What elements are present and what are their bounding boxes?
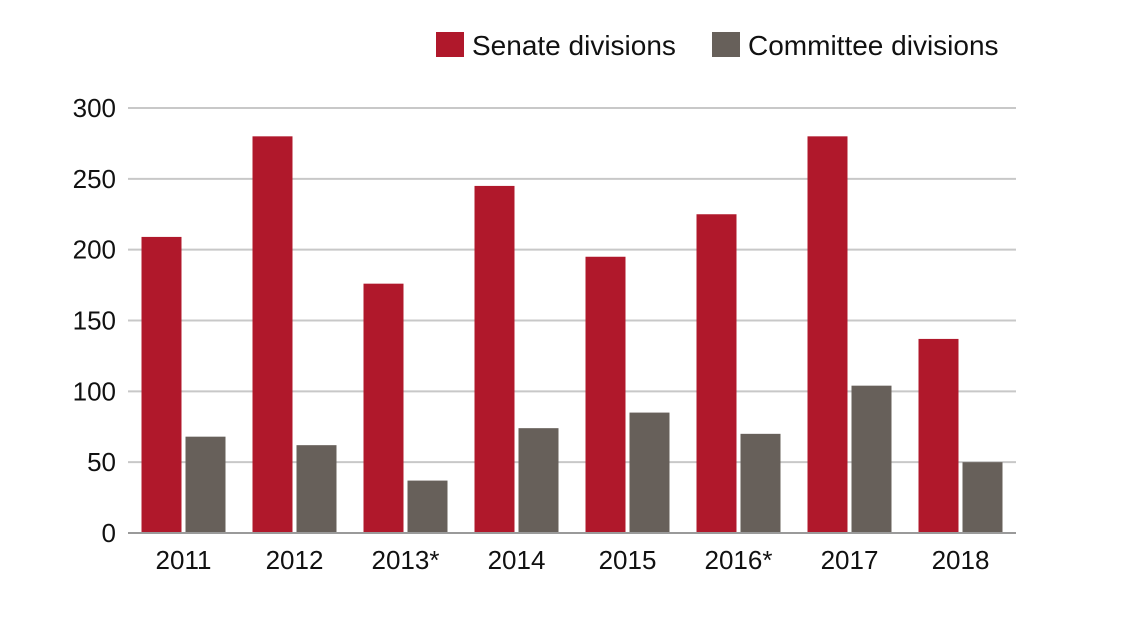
bar-committee xyxy=(185,436,226,533)
bar-committee xyxy=(407,480,448,533)
x-tick-label: 2015 xyxy=(599,545,657,575)
legend-swatch xyxy=(712,32,740,57)
bar-committee xyxy=(518,428,559,533)
x-tick-label: 2012 xyxy=(266,545,324,575)
y-tick-label: 150 xyxy=(73,306,116,336)
bar-committee xyxy=(296,445,337,533)
y-tick-label: 0 xyxy=(102,518,116,548)
legend: Senate divisions Committee divisions xyxy=(436,30,999,61)
y-tick-label: 200 xyxy=(73,235,116,265)
y-tick-label: 300 xyxy=(73,93,116,123)
x-axis: 2011 2012 2013* 2014 2015 2016* 2017 2018 xyxy=(156,545,990,575)
x-tick-label: 2011 xyxy=(156,545,212,575)
x-tick-label: 2017 xyxy=(821,545,879,575)
bar-senate xyxy=(696,214,737,533)
legend-label: Committee divisions xyxy=(748,30,999,61)
bar-committee xyxy=(629,412,670,533)
bar-senate xyxy=(585,256,626,533)
bar-senate xyxy=(252,136,293,534)
y-tick-label: 50 xyxy=(87,447,116,477)
legend-label: Senate divisions xyxy=(472,30,676,61)
x-tick-label: 2016* xyxy=(705,545,773,575)
bar-committee xyxy=(851,385,892,533)
bar-senate xyxy=(141,236,182,533)
bar-senate xyxy=(363,283,404,533)
bar-senate xyxy=(918,338,959,533)
x-tick-label: 2018 xyxy=(932,545,990,575)
bar-senate xyxy=(807,136,848,534)
x-tick-label: 2013* xyxy=(372,545,440,575)
y-tick-label: 100 xyxy=(73,376,116,406)
bars xyxy=(141,136,1003,534)
y-axis: 0 50 100 150 200 250 300 xyxy=(73,93,116,548)
bar-senate xyxy=(474,185,515,533)
y-tick-label: 250 xyxy=(73,164,116,194)
bar-committee xyxy=(740,433,781,533)
bar-committee xyxy=(962,462,1003,533)
legend-swatch xyxy=(436,32,464,57)
x-tick-label: 2014 xyxy=(488,545,546,575)
